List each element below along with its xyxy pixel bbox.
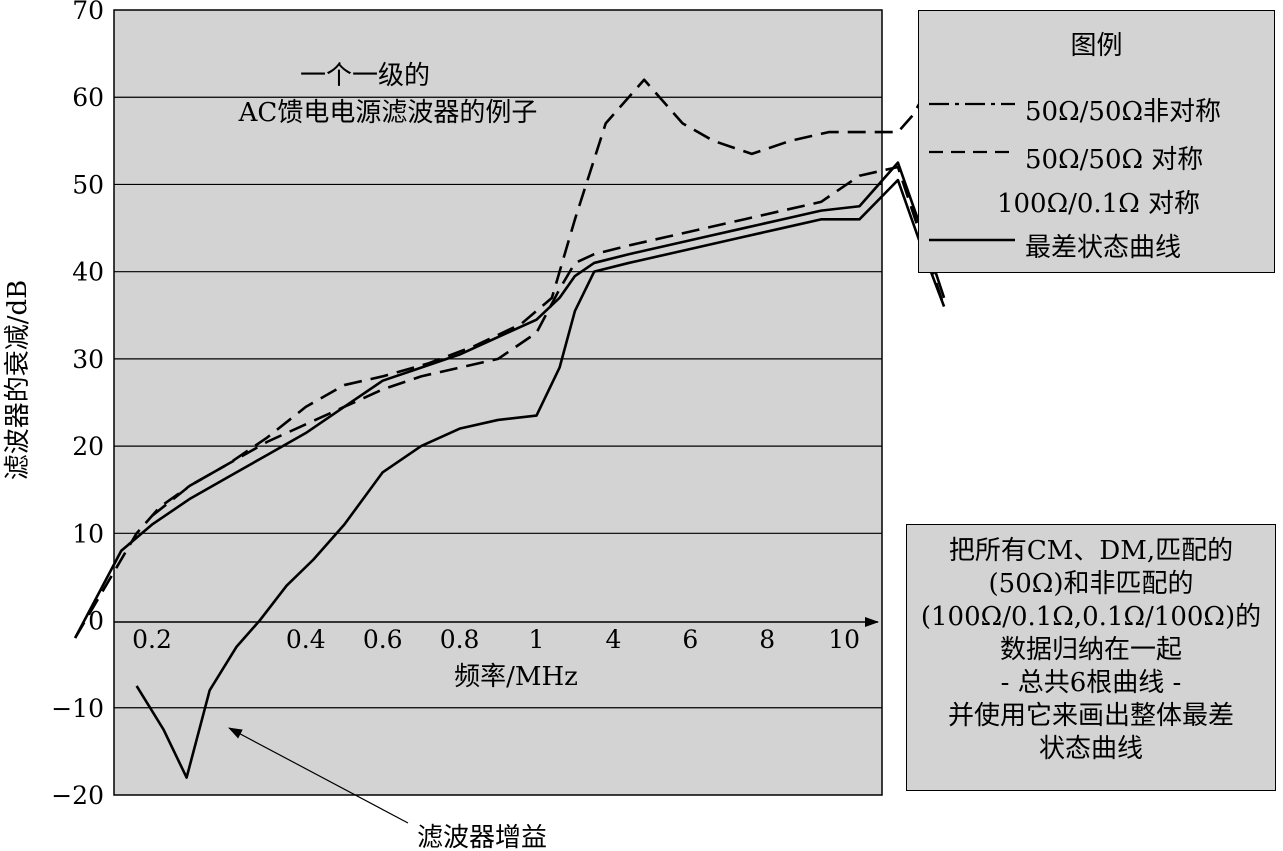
legend-entry-worst: 最差状态曲线 — [929, 225, 1268, 265]
y-tick-label: 20 — [72, 432, 104, 461]
grid-lines — [114, 96, 882, 709]
series-line-1 — [151, 165, 946, 517]
y-tick-label: 60 — [72, 83, 104, 112]
legend-label-sym: 50Ω/50Ω 对称 — [1025, 145, 1204, 175]
y-tick-labels: −20 −10 0 10 20 30 40 50 60 70 — [51, 0, 104, 810]
legend-title: 图例 — [1070, 31, 1123, 61]
legend-label-worst: 最差状态曲线 — [1025, 233, 1182, 263]
plot-area — [113, 9, 883, 796]
x-tick-label: 0.6 — [363, 625, 403, 654]
note-line: 并使用它来画出整体最差 — [947, 701, 1234, 731]
y-tick-label: −20 — [51, 781, 104, 810]
note-line: - 总共6根曲线 - — [1000, 668, 1182, 698]
y-tick-label: 70 — [72, 0, 104, 25]
legend-swatch-solid — [929, 238, 1015, 242]
x-tick-labels: 0.20.40.60.814681030 — [132, 625, 937, 654]
note-box: 把所有CM、DM,匹配的 (50Ω)和非匹配的 (100Ω/0.1Ω,0.1Ω/… — [906, 524, 1276, 791]
note-line: (100Ω/0.1Ω,0.1Ω/100Ω)的 — [920, 602, 1262, 632]
x-tick-label: 10 — [828, 625, 860, 654]
x-tick-label: 6 — [682, 625, 698, 654]
x-tick-label: 4 — [605, 625, 621, 654]
x-tick-label: 0.8 — [440, 625, 480, 654]
x-axis-label: 频率/MHz — [454, 662, 578, 692]
note-line: 状态曲线 — [1038, 734, 1143, 764]
y-axis-label: 滤波器的衰减/dB — [3, 280, 33, 481]
chart-title: 一个一级的 — [300, 61, 430, 91]
x-tick-label: 1 — [529, 625, 545, 654]
legend-label-100: 100Ω/0.1Ω 对称 — [996, 189, 1201, 219]
legend-swatch-dash — [929, 150, 1015, 154]
legend-swatch-dash-dot — [929, 102, 1015, 106]
legend-entry-100: 100Ω/0.1Ω 对称 — [929, 181, 1268, 221]
y-tick-label: 0 — [88, 607, 104, 636]
note-line: 把所有CM、DM,匹配的 — [948, 536, 1234, 566]
legend: 图例 50Ω/50Ω非对称 50Ω/50Ω 对称 100Ω/0.1Ω 对称 最差… — [918, 10, 1275, 273]
x-tick-label: 0.4 — [286, 625, 326, 654]
note-line: 数据归纳在一起 — [999, 635, 1182, 665]
note-line: (50Ω)和非匹配的 — [988, 569, 1194, 599]
gain-arrow — [228, 727, 409, 824]
legend-entry-asym: 50Ω/50Ω非对称 — [929, 89, 1268, 129]
chart-subtitle: AC馈电电源滤波器的例子 — [238, 98, 538, 128]
y-tick-label: 40 — [72, 258, 104, 287]
y-tick-label: −10 — [51, 694, 104, 723]
y-tick-label: 10 — [72, 519, 104, 548]
gain-annotation: 滤波器增益 — [417, 823, 547, 851]
series-lines — [73, 57, 946, 779]
y-tick-label: 50 — [72, 170, 104, 199]
x-tick-label: 8 — [759, 625, 775, 654]
y-tick-label: 30 — [72, 345, 104, 374]
x-tick-label: 0.2 — [132, 625, 172, 654]
series-line-3 — [135, 178, 946, 779]
series-line-2 — [73, 161, 946, 639]
legend-entry-sym: 50Ω/50Ω 对称 — [929, 137, 1268, 177]
legend-label-asym: 50Ω/50Ω非对称 — [1025, 97, 1222, 127]
